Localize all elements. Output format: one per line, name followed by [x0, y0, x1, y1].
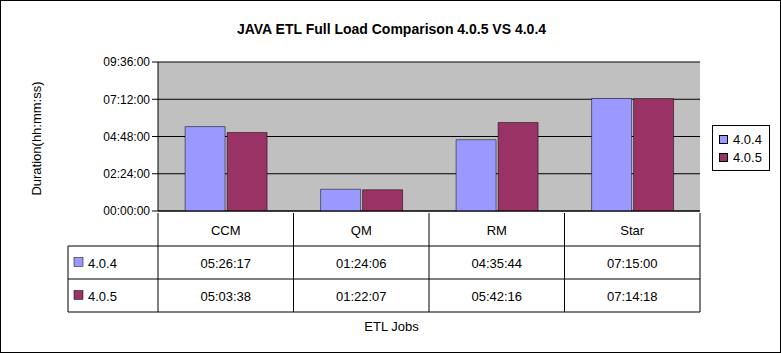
html-text:Duration(hh:mm:ss): Duration(hh:mm:ss): [28, 81, 44, 196]
svg-text:01:24:06: 01:24:06: [336, 256, 387, 271]
svg-text:04:48:00: 04:48:00: [103, 130, 150, 144]
svg-text:07:12:00: 07:12:00: [103, 93, 150, 107]
svg-text:00:00:00: 00:00:00: [103, 204, 150, 218]
html-text:JAVA ETL Full Load Comparison: JAVA ETL Full Load Comparison 4.0.5 VS 4…: [236, 21, 547, 37]
svg-text:07:15:00: 07:15:00: [607, 256, 658, 271]
svg-text:05:03:38: 05:03:38: [200, 289, 251, 304]
html-text:4.0.5: 4.0.5: [733, 149, 762, 165]
svg-text:09:36:00: 09:36:00: [103, 55, 150, 69]
svg-text:07:14:18: 07:14:18: [607, 289, 658, 304]
svg-text:RM: RM: [487, 223, 507, 238]
svg-text:4.0.5: 4.0.5: [88, 289, 117, 304]
svg-text:Star: Star: [620, 223, 645, 238]
html-text:ETL Jobs: ETL Jobs: [364, 319, 419, 334]
svg-text:QM: QM: [351, 223, 372, 238]
svg-text:4.0.4: 4.0.4: [88, 256, 117, 271]
svg-text:01:22:07: 01:22:07: [336, 289, 387, 304]
svg-text:05:42:16: 05:42:16: [471, 289, 522, 304]
svg-text:05:26:17: 05:26:17: [200, 256, 251, 271]
svg-text:02:24:00: 02:24:00: [103, 167, 150, 181]
html-text:4.0.4: 4.0.4: [733, 131, 762, 147]
svg-text:04:35:44: 04:35:44: [471, 256, 522, 271]
svg-text:CCM: CCM: [211, 223, 241, 238]
